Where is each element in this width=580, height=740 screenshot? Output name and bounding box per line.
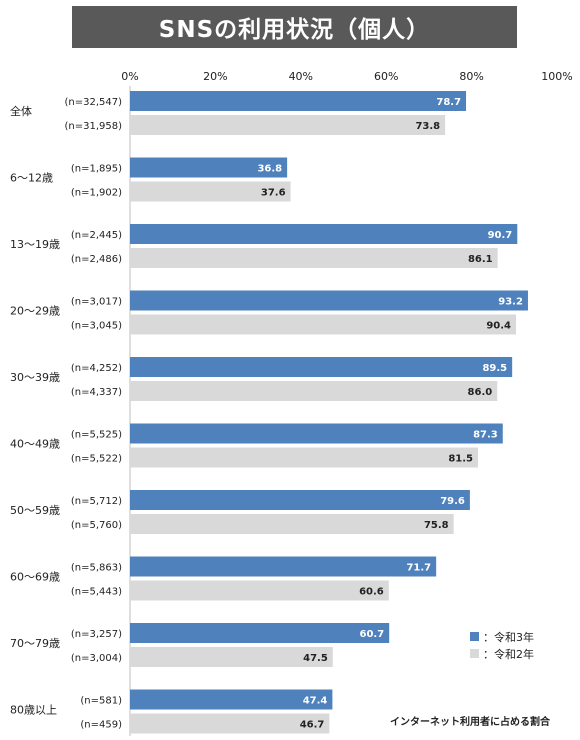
sample-size-label: (n=5,760) bbox=[71, 520, 122, 531]
bar bbox=[130, 290, 528, 311]
category-label: 6～12歳 bbox=[10, 172, 53, 185]
chart-note: インターネット利用者に占める割合 bbox=[390, 717, 550, 728]
bar bbox=[130, 381, 498, 401]
category-label: 50～59歳 bbox=[10, 504, 60, 517]
sample-size-label: (n=4,337) bbox=[71, 387, 122, 398]
sample-size-label: (n=5,712) bbox=[71, 496, 122, 507]
x-tick-label: 40% bbox=[289, 70, 313, 83]
sample-size-label: (n=31,958) bbox=[64, 121, 122, 132]
data-label: 86.1 bbox=[468, 254, 493, 265]
category-label: 80歳以上 bbox=[10, 704, 57, 717]
sample-size-label: (n=3,257) bbox=[71, 629, 122, 640]
bar bbox=[130, 357, 513, 377]
legend-swatch-reiwa3 bbox=[470, 632, 479, 641]
x-tick-label: 20% bbox=[203, 70, 227, 83]
data-label: 47.5 bbox=[303, 653, 328, 664]
sample-size-label: (n=581) bbox=[80, 696, 122, 707]
bar bbox=[130, 115, 446, 135]
sample-size-label: (n=3,017) bbox=[71, 297, 122, 308]
sample-size-label: (n=5,443) bbox=[71, 587, 122, 598]
bar bbox=[130, 556, 437, 577]
data-label: 47.4 bbox=[303, 696, 328, 707]
category-label: 20～29歳 bbox=[10, 305, 60, 318]
category-label: 40～49歳 bbox=[10, 438, 60, 451]
sample-size-label: (n=1,902) bbox=[71, 188, 122, 199]
bar bbox=[130, 514, 454, 534]
sample-size-label: (n=2,486) bbox=[71, 254, 122, 265]
category-label: 全体 bbox=[10, 104, 32, 118]
data-label: 93.2 bbox=[498, 297, 523, 308]
bar bbox=[130, 157, 288, 178]
category-label: 70～79歳 bbox=[10, 637, 60, 650]
legend-label-reiwa3: ：令和3年 bbox=[483, 630, 534, 644]
bar bbox=[130, 248, 498, 268]
x-tick-label: 100% bbox=[541, 70, 572, 83]
sample-size-label: (n=2,445) bbox=[71, 230, 122, 241]
legend-item-reiwa2: ：令和2年 bbox=[470, 645, 534, 662]
category-label: 30～39歳 bbox=[10, 371, 60, 384]
x-tick-label: 0% bbox=[121, 70, 138, 83]
sample-size-label: (n=5,522) bbox=[71, 454, 122, 465]
bar bbox=[130, 314, 517, 335]
data-label: 37.6 bbox=[261, 188, 286, 199]
data-label: 71.7 bbox=[406, 563, 431, 574]
bar bbox=[130, 423, 503, 444]
bar bbox=[130, 91, 467, 111]
bar bbox=[130, 224, 518, 244]
data-label: 87.3 bbox=[473, 430, 498, 441]
data-label: 90.4 bbox=[486, 321, 511, 332]
category-label: 13～19歳 bbox=[10, 238, 60, 251]
sample-size-label: (n=3,004) bbox=[71, 653, 122, 664]
category-label: 60～69歳 bbox=[10, 571, 60, 584]
data-label: 36.8 bbox=[257, 164, 282, 175]
legend: ：令和3年 ：令和2年 bbox=[470, 628, 534, 662]
data-label: 75.8 bbox=[424, 520, 449, 531]
sample-size-label: (n=1,895) bbox=[71, 164, 122, 175]
sample-size-label: (n=5,525) bbox=[71, 430, 122, 441]
bar bbox=[130, 713, 330, 734]
data-label: 90.7 bbox=[488, 230, 513, 241]
legend-item-reiwa3: ：令和3年 bbox=[470, 628, 534, 645]
sample-size-label: (n=459) bbox=[80, 720, 122, 731]
x-tick-label: 60% bbox=[374, 70, 398, 83]
bar bbox=[130, 447, 479, 468]
sample-size-label: (n=3,045) bbox=[71, 321, 122, 332]
bar bbox=[130, 647, 333, 667]
sample-size-label: (n=5,863) bbox=[71, 563, 122, 574]
data-label: 79.6 bbox=[440, 496, 465, 507]
bar bbox=[130, 580, 389, 601]
legend-label-reiwa2: ：令和2年 bbox=[483, 647, 534, 661]
data-label: 81.5 bbox=[448, 454, 473, 465]
data-label: 89.5 bbox=[482, 363, 507, 374]
bar bbox=[130, 623, 390, 643]
data-label: 46.7 bbox=[300, 720, 325, 731]
data-label: 73.8 bbox=[415, 121, 440, 132]
x-tick-label: 80% bbox=[459, 70, 483, 83]
sample-size-label: (n=32,547) bbox=[64, 97, 122, 108]
data-label: 60.7 bbox=[360, 629, 385, 640]
data-label: 60.6 bbox=[359, 587, 384, 598]
bar bbox=[130, 490, 470, 510]
sample-size-label: (n=4,252) bbox=[71, 363, 122, 374]
data-label: 86.0 bbox=[468, 387, 493, 398]
legend-swatch-reiwa2 bbox=[470, 649, 479, 658]
data-label: 78.7 bbox=[436, 97, 461, 108]
bar bbox=[130, 181, 291, 202]
bar bbox=[130, 689, 333, 710]
chart-title: SNSの利用状況（個人） bbox=[72, 6, 517, 48]
